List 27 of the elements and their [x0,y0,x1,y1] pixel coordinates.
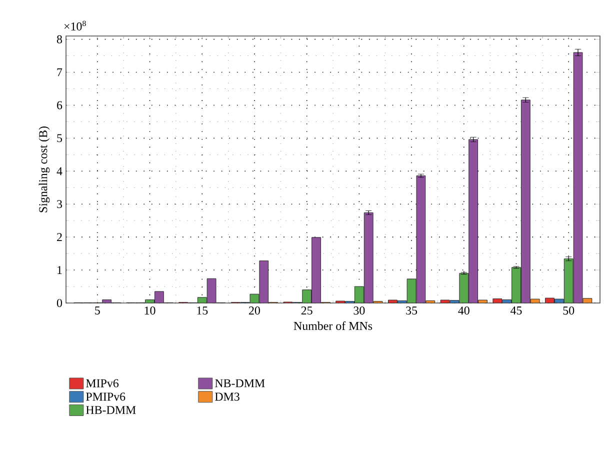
x-tick-label: 50 [563,306,574,315]
y-tick-label: 1 [58,266,62,274]
legend-label: DM3 [214,392,240,401]
x-tick-label: 10 [144,306,156,315]
x-tick-label: 40 [458,306,470,315]
text: ×10$^{8}$ [64,20,86,30]
legend-label: PMIPv6 [86,392,126,401]
x-tick-label: 45 [510,306,522,314]
y-tick-label: 6 [57,101,62,110]
x-axis-title: Number of MNs [294,321,372,330]
legend-label: HB-DMM [86,406,136,414]
y-tick-label: 0 [56,298,62,308]
x-tick-label: 5 [95,306,100,314]
y-tick-label: 3 [57,200,62,208]
y-axis-title: Signaling cost (B) [38,126,50,212]
x-tick-label: 15 [197,306,208,315]
y-tick-label: 8 [56,35,62,44]
y-tick-label: 5 [57,134,62,142]
y-tick-label: 4 [56,167,62,176]
x-tick-label: 20 [249,306,260,315]
legend-label: NB-DMM [214,379,265,388]
y-tick-label: 2 [57,233,62,242]
legend-label: MIPv6 [86,379,119,388]
x-tick-label: 35 [406,306,418,315]
x-tick-label: 30 [354,306,365,315]
y-tick-label: 7 [57,68,62,76]
x-tick-label: 25 [301,306,312,315]
